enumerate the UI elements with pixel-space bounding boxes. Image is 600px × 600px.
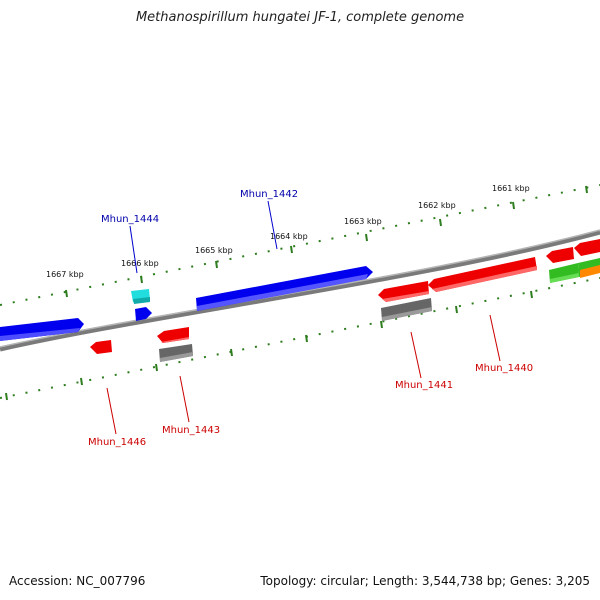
scale-labels: 1667 kbp 1666 kbp 1665 kbp 1664 kbp 1663… [46, 184, 530, 279]
scale-label: 1663 kbp [344, 217, 382, 226]
label-leader-line [129, 225, 138, 274]
scale-label: 1661 kbp [492, 184, 530, 193]
gene-arrow-orange[interactable] [580, 265, 600, 278]
gene-label-mhun-1442[interactable]: Mhun_1442 [240, 189, 298, 200]
gene-arrow-reverse-2[interactable] [574, 239, 600, 256]
gene-arrow-mhun-1441[interactable] [378, 281, 429, 302]
scale-label: 1665 kbp [195, 246, 233, 255]
reverse-gene-arrows [90, 239, 600, 362]
gene-label-mhun-1444[interactable]: Mhun_1444 [101, 214, 159, 225]
genome-title: Methanospirillum hungatei JF-1, complete… [135, 10, 465, 25]
accession-text: Accession: NC_007796 [9, 574, 146, 588]
gene-label-mhun-1440[interactable]: Mhun_1440 [475, 363, 533, 374]
gene-label-mhun-1441[interactable]: Mhun_1441 [395, 380, 453, 391]
label-leader-line [267, 200, 278, 250]
label-leader-line [106, 387, 117, 435]
label-leader-line [489, 314, 501, 362]
scale-label: 1666 kbp [121, 259, 159, 268]
scale-label: 1662 kbp [418, 201, 456, 210]
gene-labels: Mhun_1444 Mhun_1442 Mhun_1446 Mhun_1443 … [88, 189, 533, 448]
gene-arrow-mhun-1444[interactable] [135, 307, 152, 321]
gene-arrow-mhun-1440[interactable] [428, 257, 537, 292]
forward-scale-ruler [0, 184, 600, 306]
scale-label: 1664 kbp [270, 232, 308, 241]
forward-gene-arrows [0, 266, 373, 341]
genome-backbone [0, 229, 600, 352]
gene-arrow-mhun-1446[interactable] [90, 340, 112, 354]
topology-text: Topology: circular; Length: 3,544,738 bp… [260, 574, 590, 588]
label-leader-line [179, 375, 190, 423]
gene-label-mhun-1443[interactable]: Mhun_1443 [162, 425, 220, 436]
scale-label: 1667 kbp [46, 270, 84, 279]
reverse-scale-ruler [0, 277, 600, 401]
gene-arrow-reverse-1[interactable] [546, 247, 574, 263]
label-leader-line [410, 331, 422, 379]
gene-label-mhun-1446[interactable]: Mhun_1446 [88, 437, 146, 448]
